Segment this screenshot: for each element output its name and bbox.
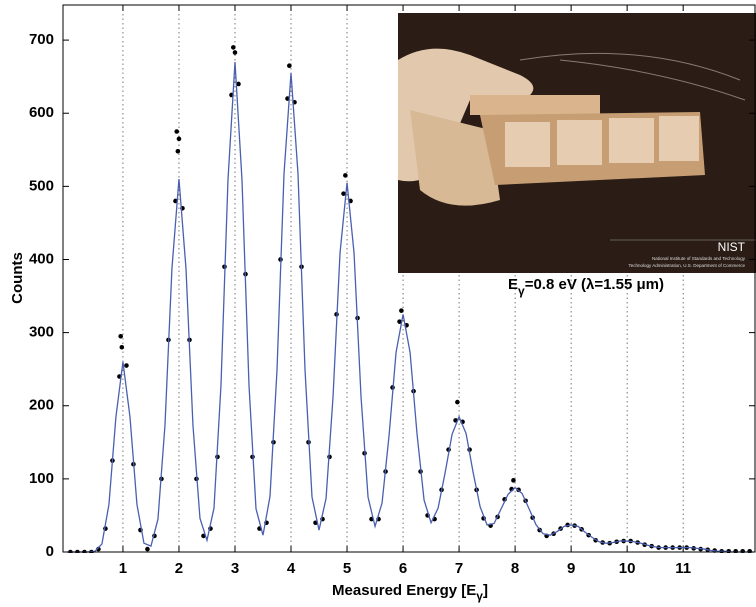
data-point: [145, 546, 150, 552]
data-point: [176, 136, 182, 142]
x-tick-label: 3: [231, 560, 239, 577]
x-tick-label: 1: [119, 560, 127, 577]
x-tick-label: 10: [619, 560, 636, 577]
data-point: [511, 478, 516, 483]
x-tick-label: 5: [343, 560, 351, 577]
y-tick-label: 400: [29, 250, 54, 267]
photo-caption: National Institute of Standards and Tech…: [652, 256, 746, 261]
data-point: [733, 548, 738, 553]
data-point: [231, 45, 236, 50]
data-point: [287, 63, 292, 68]
chip: [557, 120, 602, 165]
chip: [609, 118, 654, 163]
y-tick-label: 500: [29, 177, 54, 194]
x-label-text: ]: [483, 582, 488, 599]
data-point: [175, 148, 181, 154]
data-point: [124, 363, 129, 368]
x-tick-label: 4: [287, 560, 296, 577]
fit-line: [66, 62, 754, 553]
data-point: [118, 333, 124, 339]
data-point: [455, 399, 460, 405]
fiber: [519, 52, 746, 101]
data-layer: 1 2 3 4 5 6 7 8 9 10 11 0 100 200 300 400 500 600 700: [29, 5, 755, 577]
x-label-text: Measured Energy [E: [332, 582, 476, 599]
board-arm: [470, 95, 600, 115]
x-tick-label: 11: [675, 560, 691, 577]
y-axis-label: Counts: [9, 252, 26, 304]
x-tick-label: 6: [399, 560, 407, 577]
thumb: [410, 110, 500, 206]
logo: NIST: [718, 240, 746, 254]
inset-photo: NIST National Institute of Standards and…: [398, 13, 756, 273]
x-tick-label: 2: [175, 560, 183, 577]
annotation: Eγ=0.8 eV (λ=1.55 μm): [508, 276, 664, 298]
annotation-text: E: [508, 276, 518, 293]
data-point: [747, 548, 752, 553]
data-point: [740, 548, 745, 553]
y-tick-label: 100: [29, 470, 54, 487]
data-point: [119, 344, 125, 350]
data-point: [343, 173, 348, 178]
data-point: [399, 308, 404, 313]
annotation-text: =0.8 eV (λ=1.55 μm): [525, 276, 664, 293]
data-point: [236, 81, 241, 87]
x-tick-label: 7: [455, 560, 463, 577]
x-tick-label: 9: [567, 560, 575, 577]
y-tick-label: 200: [29, 397, 54, 414]
y-tick-label: 300: [29, 324, 54, 341]
chip: [659, 116, 699, 161]
annotation-subscript: γ: [518, 284, 525, 298]
x-axis-label: Measured Energy [Eγ]: [332, 582, 488, 603]
y-tick-label: 700: [29, 31, 54, 48]
plot-frame: [62, 4, 756, 553]
data-point: [174, 129, 180, 134]
data-point: [397, 319, 402, 324]
x-tick-label: 8: [511, 560, 519, 577]
y-tick-label: 600: [29, 104, 54, 121]
x-label-subscript: γ: [476, 589, 483, 603]
plot-area: [66, 45, 754, 553]
data-point: [232, 50, 238, 55]
y-tick-label: 0: [46, 543, 54, 560]
chip: [505, 122, 550, 167]
photo-caption: Technology Administration, U.S. Departme…: [628, 263, 745, 268]
data-point: [341, 191, 346, 196]
